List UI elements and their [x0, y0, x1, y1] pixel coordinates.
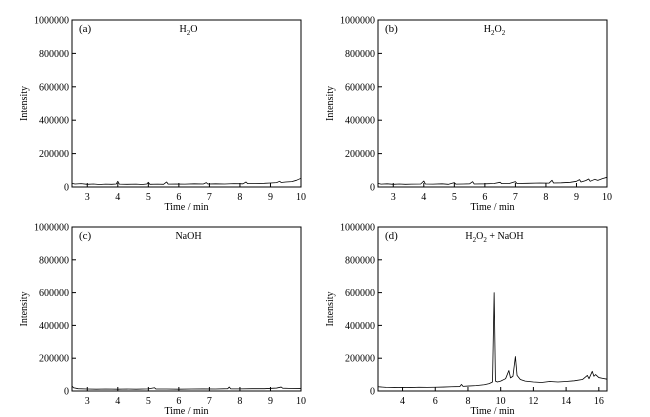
series-line-1: [71, 177, 302, 185]
y-tick-label: 200000: [39, 354, 69, 365]
x-tick-label: 16: [594, 396, 604, 407]
x-axis-label: Time / min: [470, 202, 514, 213]
x-tick-label: 14: [561, 396, 571, 407]
x-tick-label: 4: [421, 192, 426, 203]
y-tick-label: 200000: [345, 149, 375, 160]
y-tick-label: 800000: [345, 49, 375, 60]
x-tick-label: 3: [391, 192, 396, 203]
y-tick-label: 600000: [39, 82, 69, 93]
panel-title-part: O: [190, 24, 197, 35]
y-tick-label: 200000: [345, 354, 375, 365]
x-tick-label: 10: [296, 192, 306, 203]
x-tick-label: 4: [115, 396, 120, 407]
chart-panel-3: 0 200000 400000 600000 800000 1000000 3 4 5 6 7 8 9 1…: [19, 223, 306, 417]
panel-title-part: 2: [491, 29, 495, 37]
plot-frame: [377, 226, 608, 392]
series-line-1: [377, 176, 608, 185]
y-tick-label: 400000: [345, 116, 375, 127]
y-axis-label: Intensity: [325, 292, 336, 327]
panel-letter: (a): [79, 23, 92, 35]
x-tick-label: 10: [296, 396, 306, 407]
y-tick-label: 0: [64, 183, 69, 194]
chart-panel-2: 0 200000 400000 600000 800000 1000000 3 4 5 6 7 8 9 1…: [325, 16, 612, 214]
x-tick-label: 6: [433, 396, 438, 407]
x-tick-label: 9: [268, 192, 273, 203]
x-tick-label: 6: [176, 396, 181, 407]
series-line-1: [71, 385, 302, 390]
x-tick-label: 6: [482, 192, 487, 203]
panel-title: H2O2: [484, 24, 506, 37]
panel-title-part: H: [180, 24, 187, 35]
y-tick-label: 600000: [345, 82, 375, 93]
plot-frame: [377, 19, 608, 188]
panel-title: H2O2 + NaOH: [465, 231, 523, 244]
series-line-1: [377, 292, 608, 388]
x-tick-label: 10: [496, 396, 506, 407]
x-tick-label: 8: [465, 396, 470, 407]
x-tick-label: 4: [115, 192, 120, 203]
panel-title-part: H: [465, 231, 472, 242]
y-tick-label: 1000000: [340, 16, 375, 27]
panel-letter: (b): [385, 23, 398, 35]
panel-title: NaOH: [175, 231, 201, 242]
x-tick-label: 3: [85, 396, 90, 407]
y-tick-label: 400000: [39, 321, 69, 332]
x-tick-label: 8: [237, 192, 242, 203]
y-tick-label: 800000: [345, 255, 375, 266]
panel-title-part: 2: [187, 29, 191, 37]
panel-title-part: O: [476, 231, 483, 242]
panel-title-part: H: [484, 24, 491, 35]
x-tick-label: 9: [574, 192, 579, 203]
x-tick-label: 8: [237, 396, 242, 407]
panel-title-part: 2: [502, 29, 506, 37]
y-tick-label: 600000: [345, 288, 375, 299]
y-tick-label: 400000: [345, 321, 375, 332]
x-tick-label: 3: [85, 192, 90, 203]
x-tick-label: 5: [146, 396, 151, 407]
y-axis-label: Intensity: [325, 86, 336, 121]
chart-panel-4: 0 200000 400000 600000 800000 1000000 4 6 8 10 12 1…: [325, 223, 608, 417]
x-tick-label: 6: [176, 192, 181, 203]
x-tick-label: 7: [513, 192, 518, 203]
y-tick-label: 0: [370, 183, 375, 194]
y-tick-label: 0: [64, 387, 69, 398]
x-tick-label: 7: [207, 396, 212, 407]
y-tick-label: 0: [370, 387, 375, 398]
panel-letter: (d): [385, 230, 398, 242]
y-axis-label: Intensity: [19, 86, 30, 121]
x-tick-label: 5: [452, 192, 457, 203]
y-tick-label: 1000000: [34, 223, 69, 234]
y-tick-label: 1000000: [340, 223, 375, 234]
x-tick-label: 9: [268, 396, 273, 407]
y-tick-label: 800000: [39, 49, 69, 60]
x-tick-label: 5: [146, 192, 151, 203]
y-tick-label: 200000: [39, 149, 69, 160]
panel-title-part: O: [495, 24, 502, 35]
y-tick-label: 1000000: [34, 16, 69, 27]
panel-title-part: NaOH: [175, 231, 201, 242]
panel-title: H2O: [180, 24, 198, 37]
panel-letter: (c): [79, 230, 92, 242]
plot-frame: [71, 226, 302, 392]
x-axis-label: Time / min: [164, 406, 208, 417]
chart-panel-1: 0 200000 400000 600000 800000 1000000 3 4 5 6 7 8 9 1…: [19, 16, 306, 214]
panel-title-part: 2: [473, 236, 477, 244]
panel-title-part: + NaOH: [487, 231, 524, 242]
x-tick-label: 8: [543, 192, 548, 203]
x-tick-label: 12: [528, 396, 538, 407]
x-axis-label: Time / min: [164, 202, 208, 213]
plot-frame: [71, 19, 302, 188]
y-tick-label: 600000: [39, 288, 69, 299]
y-tick-label: 800000: [39, 255, 69, 266]
x-tick-label: 4: [400, 396, 405, 407]
x-tick-label: 7: [207, 192, 212, 203]
x-tick-label: 10: [602, 192, 612, 203]
x-axis-label: Time / min: [470, 406, 514, 417]
panel-title-part: 2: [483, 236, 487, 244]
y-tick-label: 400000: [39, 116, 69, 127]
y-axis-label: Intensity: [19, 292, 30, 327]
